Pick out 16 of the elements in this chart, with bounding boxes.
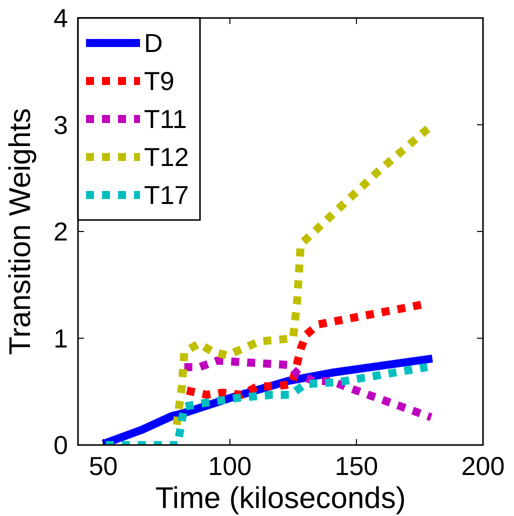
y-tick-label: 4: [54, 3, 68, 34]
y-axis-title: Transition Weights: [4, 108, 37, 355]
legend-label: T12: [144, 142, 189, 172]
y-tick-label: 1: [54, 323, 68, 354]
legend-label: T17: [144, 180, 189, 210]
legend-label: D: [144, 28, 163, 58]
x-tick-label: 150: [334, 451, 378, 481]
x-tick-label: 100: [208, 451, 252, 481]
x-tick-label: 200: [461, 451, 505, 481]
y-tick-label: 2: [54, 216, 68, 247]
legend-label: T9: [144, 66, 174, 96]
y-tick-label: 3: [54, 110, 68, 140]
x-axis-title: Time (kiloseconds): [155, 482, 406, 515]
legend-label: T11: [144, 104, 187, 134]
x-tick-label: 50: [88, 451, 118, 481]
y-tick-label: 0: [54, 430, 68, 460]
